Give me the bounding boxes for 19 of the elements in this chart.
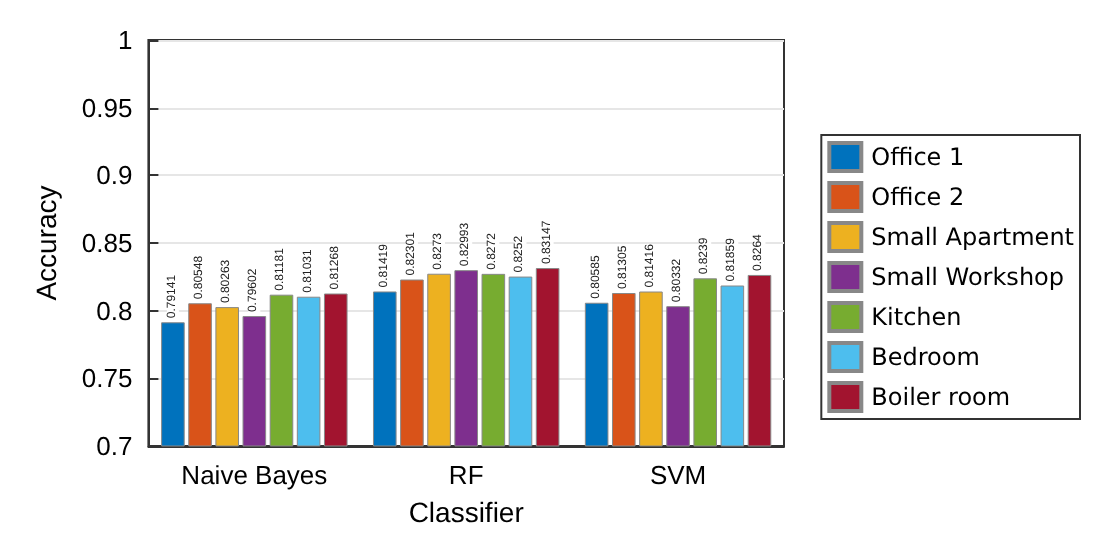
x-tick-label: Naive Bayes bbox=[181, 460, 329, 490]
legend-label: Boiler room bbox=[871, 383, 1011, 411]
x-tick-label: SVM bbox=[649, 460, 707, 490]
y-tick-label: 0.7 bbox=[96, 431, 133, 461]
y-tick-label: 0.8 bbox=[96, 295, 133, 326]
legend-label: Bedroom bbox=[871, 343, 980, 371]
y-axis-title: Accuracy bbox=[30, 185, 62, 301]
legend-label: Kitchen bbox=[871, 303, 962, 331]
legend-label: Small Workshop bbox=[871, 263, 1065, 291]
y-tick-label: 0.75 bbox=[81, 363, 133, 394]
legend-label: Small Apartment bbox=[871, 223, 1075, 251]
y-tick-label: 0.95 bbox=[81, 92, 133, 123]
legend-label: Office 2 bbox=[871, 183, 965, 211]
x-tick-label: RF bbox=[448, 460, 484, 490]
y-tick-label: 0.9 bbox=[96, 160, 133, 191]
y-tick-label: 1 bbox=[117, 25, 133, 55]
y-tick-label: 0.85 bbox=[81, 228, 133, 258]
x-axis-title: Classifier bbox=[408, 496, 525, 528]
legend-label: Office 1 bbox=[871, 143, 965, 171]
